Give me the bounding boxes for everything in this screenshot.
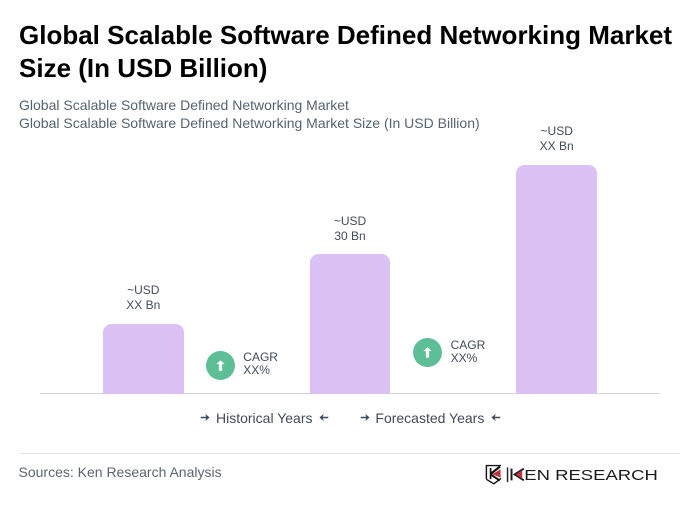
svg-text:EN RESEARCH: EN RESEARCH [524, 467, 658, 484]
